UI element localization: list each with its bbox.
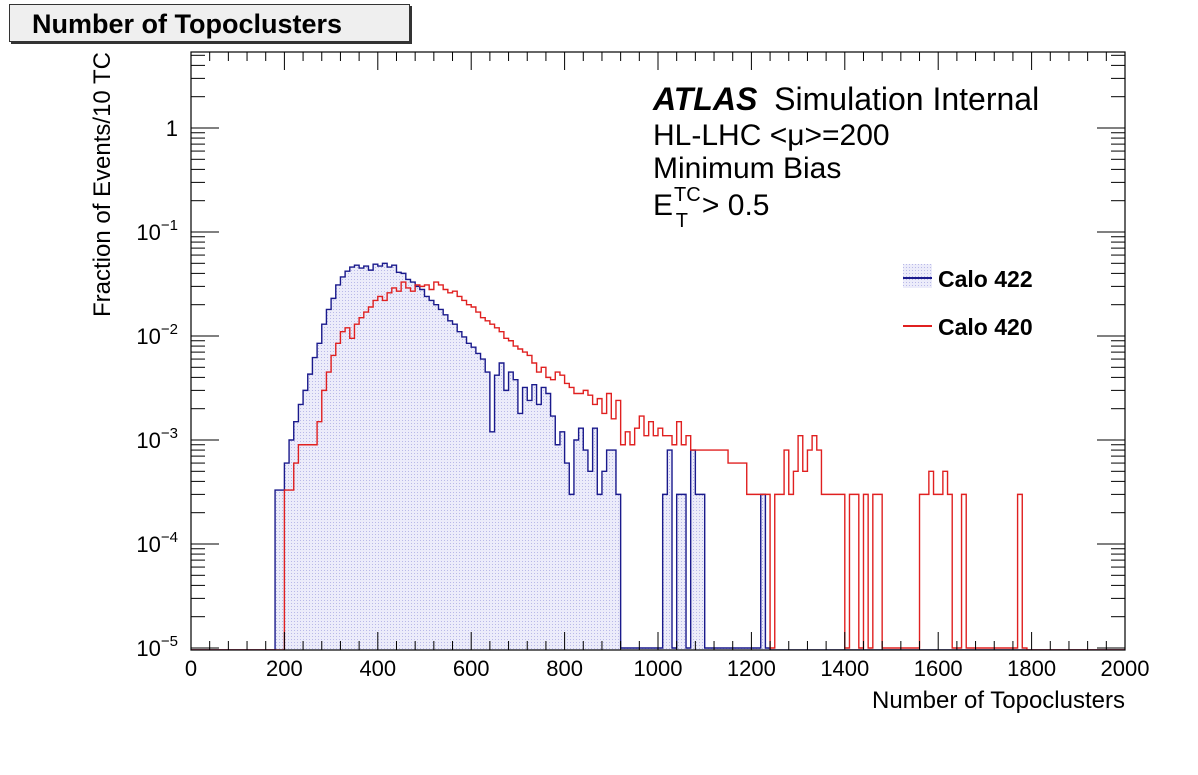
x-tick-label: 1600	[914, 656, 963, 681]
y-tick-label: 10−3	[136, 425, 178, 453]
y-tick-label: 1	[166, 116, 178, 141]
x-axis-tick-labels: 0 200 400 600 800 1000 1200 1400 1600 1800 2000	[185, 656, 1150, 681]
chart-title: Number of Topoclusters	[9, 4, 410, 42]
x-tick-label: 1000	[634, 656, 683, 681]
y-tick-label: 10−5	[136, 633, 178, 661]
atlas-label: ATLAS Simulation Internal HL-LHC <μ>=200…	[652, 81, 1039, 232]
legend: Calo 422 Calo 420	[903, 264, 1033, 340]
atlas-suffix-text: Simulation Internal	[774, 81, 1039, 117]
series-line-1	[191, 262, 1125, 650]
legend-label: Calo 420	[938, 314, 1033, 340]
axis-ticks	[190, 52, 1126, 650]
atlas-logo-text: ATLAS	[652, 81, 758, 117]
legend-swatch-fill	[903, 264, 932, 288]
y-tick-label: 10−1	[136, 217, 178, 245]
legend-label: Calo 422	[938, 266, 1033, 292]
cut-sub: T	[676, 210, 688, 232]
x-axis-label: Number of Topoclusters	[872, 687, 1125, 714]
x-tick-label: 1400	[820, 656, 869, 681]
y-tick-label: 10−4	[136, 529, 178, 557]
legend-item: Calo 420	[903, 314, 1033, 340]
x-tick-label: 2000	[1101, 656, 1150, 681]
x-tick-label: 200	[266, 656, 303, 681]
y-tick-label: 10−2	[136, 321, 178, 349]
annotation-et-cut: ETC T > 0.5	[653, 184, 769, 232]
annotation-hl-lhc: HL-LHC <μ>=200	[653, 119, 890, 152]
x-tick-label: 800	[546, 656, 583, 681]
x-tick-label: 600	[453, 656, 490, 681]
x-tick-label: 1800	[1007, 656, 1056, 681]
x-tick-label: 1200	[727, 656, 776, 681]
y-axis-tick-labels: 1 10−1 10−2 10−3 10−4 10−5	[136, 116, 178, 661]
annotation-minimum-bias: Minimum Bias	[653, 152, 841, 185]
cut-sup: TC	[674, 184, 701, 206]
x-tick-label: 0	[185, 656, 197, 681]
cut-rest: > 0.5	[702, 189, 770, 222]
y-axis-label: Fraction of Events/10 TC	[89, 52, 116, 317]
svg-text:ATLAS Simulation Interna: ATLAS Simulation Internal	[652, 81, 1039, 117]
series-line-2	[191, 281, 1125, 650]
cut-base: E	[653, 189, 673, 222]
series-fill-1	[191, 263, 1125, 650]
x-tick-label: 400	[359, 656, 396, 681]
legend-item: Calo 422	[903, 264, 1033, 292]
series-layer	[191, 262, 1125, 650]
